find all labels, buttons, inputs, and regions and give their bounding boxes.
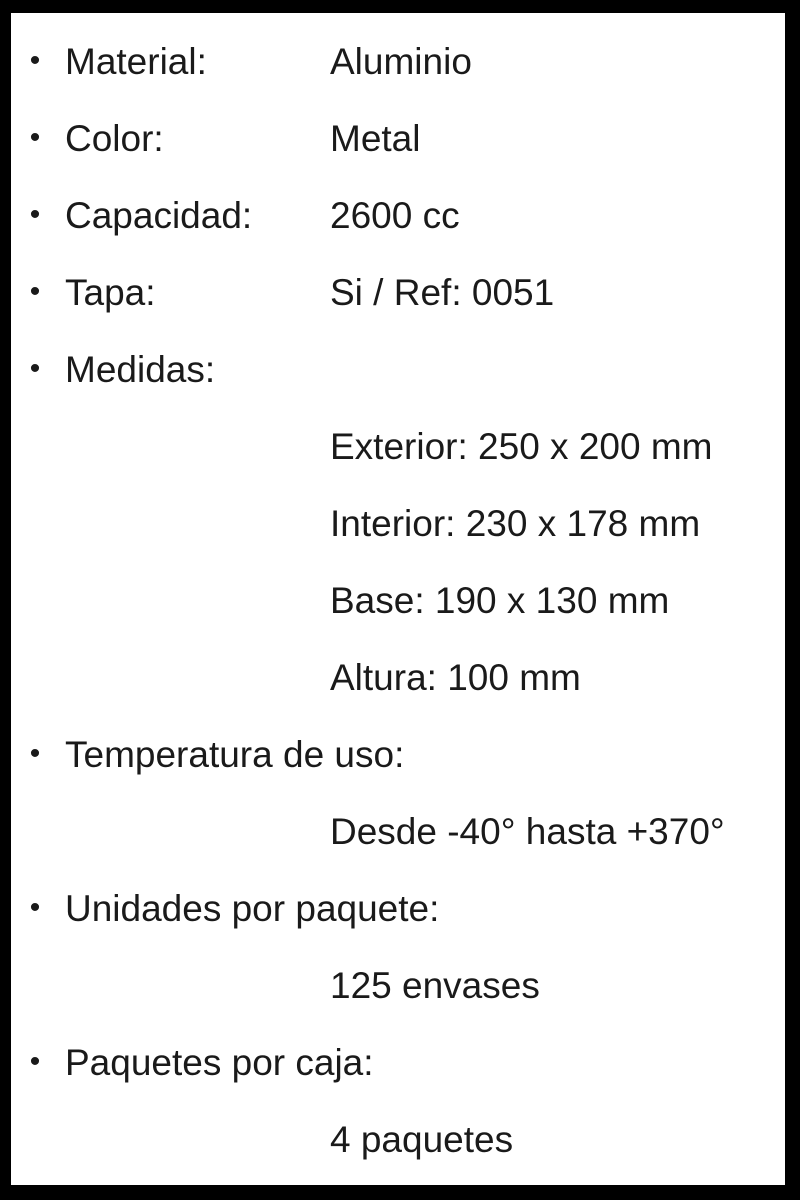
spec-label: Medidas: bbox=[65, 348, 216, 390]
bullet-icon: • bbox=[29, 1044, 41, 1078]
spec-row-capacidad: • Capacidad: 2600 cc bbox=[11, 177, 785, 254]
spec-subrow-exterior: Exterior: 250 x 200 mm bbox=[11, 408, 785, 485]
spec-subrow-interior: Interior: 230 x 178 mm bbox=[11, 485, 785, 562]
bullet-icon: • bbox=[29, 197, 41, 231]
spec-row-material: • Material: Aluminio bbox=[11, 23, 785, 100]
spec-label: Unidades por paquete: bbox=[65, 887, 440, 929]
bullet-icon: • bbox=[29, 890, 41, 924]
spec-label: Material: bbox=[65, 40, 207, 82]
spec-value: 2600 cc bbox=[330, 194, 460, 236]
bullet-icon: • bbox=[29, 351, 41, 385]
spec-label: Color: bbox=[65, 117, 164, 159]
spec-subvalue: Desde -40° hasta +370° bbox=[330, 810, 725, 852]
spec-subrow-paquetes-caja: 4 paquetes bbox=[11, 1101, 785, 1178]
spec-subvalue: 4 paquetes bbox=[330, 1118, 514, 1160]
spec-subvalue: Interior: 230 x 178 mm bbox=[330, 502, 701, 544]
spec-row-tapa: • Tapa: Si / Ref: 0051 bbox=[11, 254, 785, 331]
bullet-icon: • bbox=[29, 43, 41, 77]
spec-row-color: • Color: Metal bbox=[11, 100, 785, 177]
spec-label: Paquetes por caja: bbox=[65, 1041, 374, 1083]
spec-value: Si / Ref: 0051 bbox=[330, 271, 555, 313]
bullet-icon: • bbox=[29, 736, 41, 770]
spec-row-unidades: • Unidades por paquete: bbox=[11, 870, 785, 947]
spec-subvalue: Exterior: 250 x 200 mm bbox=[330, 425, 713, 467]
bullet-icon: • bbox=[29, 274, 41, 308]
spec-value: Aluminio bbox=[330, 40, 472, 82]
spec-subrow-rango-temperatura: Desde -40° hasta +370° bbox=[11, 793, 785, 870]
spec-row-paquetes: • Paquetes por caja: bbox=[11, 1024, 785, 1101]
spec-subrow-envases: 125 envases bbox=[11, 947, 785, 1024]
spec-subvalue: Base: 190 x 130 mm bbox=[330, 579, 670, 621]
spec-subrow-base: Base: 190 x 130 mm bbox=[11, 562, 785, 639]
spec-subvalue: 125 envases bbox=[330, 964, 540, 1006]
spec-subvalue: Altura: 100 mm bbox=[330, 656, 581, 698]
spec-row-medidas: • Medidas: bbox=[11, 331, 785, 408]
spec-subrow-altura: Altura: 100 mm bbox=[11, 639, 785, 716]
spec-label: Temperatura de uso: bbox=[65, 733, 405, 775]
bullet-icon: • bbox=[29, 120, 41, 154]
spec-row-temperatura: • Temperatura de uso: bbox=[11, 716, 785, 793]
spec-value: Metal bbox=[330, 117, 421, 159]
spec-label: Tapa: bbox=[65, 271, 156, 313]
spec-label: Capacidad: bbox=[65, 194, 253, 236]
